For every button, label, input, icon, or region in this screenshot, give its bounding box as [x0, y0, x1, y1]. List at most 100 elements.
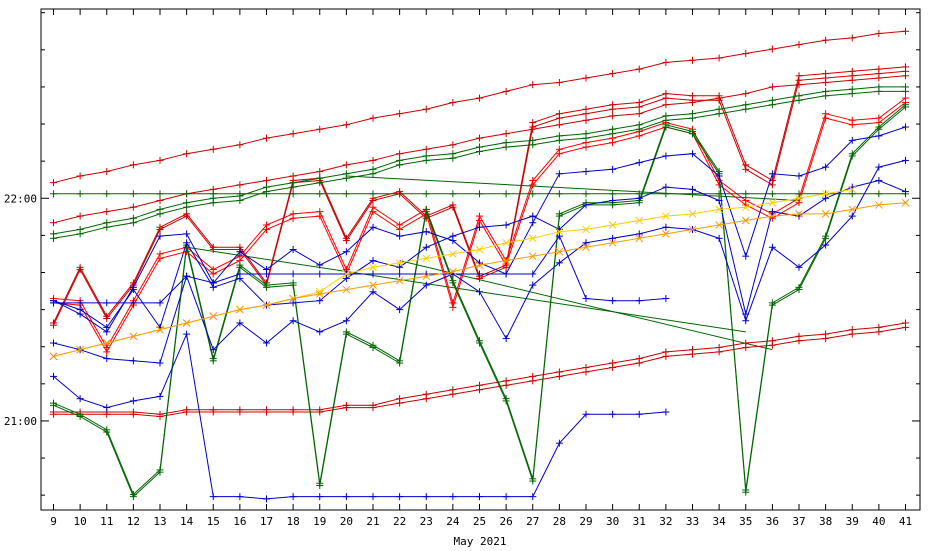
data-point	[875, 70, 883, 78]
data-point	[422, 272, 431, 281]
data-point	[103, 168, 111, 176]
x-tick-label: 23	[420, 515, 433, 528]
data-point	[209, 145, 217, 153]
data-point	[902, 27, 909, 35]
data-point	[662, 152, 670, 160]
data-point	[129, 397, 137, 405]
x-tick-label: 35	[739, 515, 752, 528]
data-point	[422, 243, 430, 251]
data-point	[555, 368, 563, 376]
data-point	[609, 297, 617, 305]
data-point	[183, 150, 191, 158]
data-point	[50, 401, 57, 409]
data-point	[183, 212, 191, 220]
data-point	[689, 96, 696, 104]
data-point	[635, 216, 644, 225]
data-point	[662, 183, 670, 191]
data-point	[396, 359, 404, 367]
data-point	[555, 121, 563, 129]
data-point	[582, 294, 590, 302]
data-point	[316, 328, 324, 336]
data-point	[715, 181, 723, 189]
data-point	[715, 234, 723, 242]
data-point	[635, 234, 644, 243]
x-tick-label: 21	[366, 515, 379, 528]
data-point	[476, 134, 483, 142]
data-point	[183, 190, 191, 198]
data-point	[502, 270, 510, 278]
data-point	[129, 357, 137, 365]
data-point	[342, 270, 351, 278]
data-point	[369, 190, 377, 198]
data-point	[369, 401, 377, 409]
data-point	[449, 141, 457, 149]
data-point	[342, 121, 350, 129]
data-point	[689, 56, 696, 64]
data-point	[582, 363, 590, 371]
data-point	[209, 283, 217, 291]
series-14	[50, 330, 670, 503]
data-point	[183, 406, 191, 414]
data-point	[742, 252, 750, 260]
data-point	[768, 45, 776, 53]
data-point	[209, 493, 217, 501]
data-point	[582, 110, 590, 118]
data-point	[848, 152, 856, 160]
data-point	[183, 199, 191, 207]
data-point	[609, 234, 617, 242]
data-point	[76, 212, 84, 220]
data-point	[156, 299, 164, 307]
data-point	[103, 348, 111, 356]
data-point	[129, 408, 137, 416]
x-tick-label: 29	[579, 515, 592, 528]
data-point	[236, 274, 244, 282]
data-point	[342, 190, 350, 198]
data-point	[369, 208, 377, 216]
data-point	[263, 134, 270, 142]
data-point	[103, 323, 111, 331]
data-point	[395, 258, 404, 267]
x-tick-label: 32	[659, 515, 672, 528]
data-point	[263, 190, 270, 198]
data-point	[316, 168, 324, 176]
data-point	[103, 219, 111, 227]
x-tick-label: 24	[446, 515, 460, 528]
data-point	[662, 58, 670, 66]
data-point	[49, 352, 58, 361]
data-point	[156, 468, 164, 476]
data-point	[476, 288, 483, 296]
data-point	[768, 83, 776, 91]
data-point	[50, 321, 57, 329]
x-tick-label: 37	[792, 515, 805, 528]
data-point	[742, 339, 750, 347]
data-point	[103, 299, 111, 307]
data-point	[422, 152, 430, 160]
data-point	[635, 132, 643, 140]
data-point	[875, 83, 883, 91]
x-tick-label: 13	[153, 515, 166, 528]
data-point	[502, 238, 510, 247]
data-point	[209, 357, 217, 365]
data-point	[635, 121, 643, 129]
data-point	[582, 143, 590, 151]
data-point	[236, 319, 244, 327]
data-point	[263, 176, 270, 184]
data-point	[156, 225, 164, 233]
data-point	[236, 248, 244, 256]
data-point	[715, 196, 723, 204]
data-point	[529, 372, 537, 380]
data-point	[103, 315, 111, 323]
data-point	[848, 326, 856, 334]
x-axis-title: May 2021	[454, 535, 507, 548]
series-line	[53, 235, 666, 304]
data-point	[502, 190, 510, 198]
x-tick-label: 19	[313, 515, 326, 528]
x-tick-label: 10	[74, 515, 87, 528]
data-point	[156, 410, 164, 418]
data-point	[875, 323, 883, 331]
data-point	[76, 190, 84, 198]
data-point	[263, 406, 270, 414]
data-point	[236, 190, 244, 198]
data-point	[316, 261, 324, 269]
data-point	[316, 212, 324, 220]
